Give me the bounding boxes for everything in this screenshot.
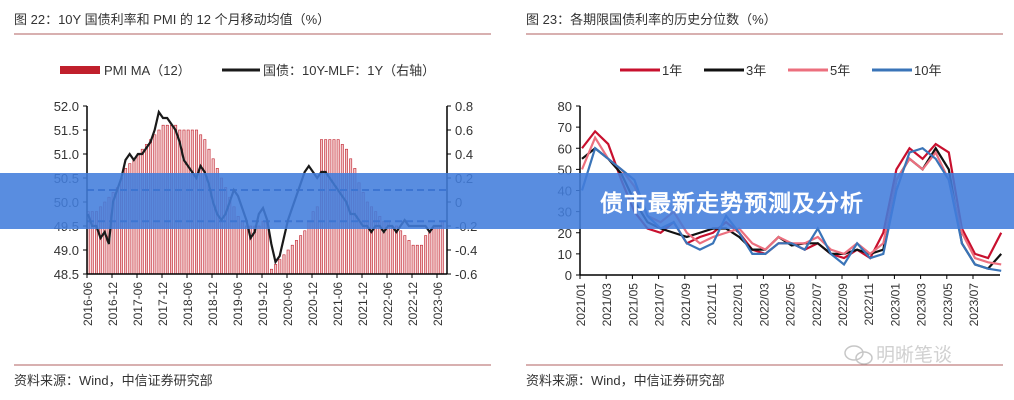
- pmi-bar: [386, 220, 390, 275]
- banner-title: 债市最新走势预测及分析: [600, 191, 864, 217]
- wechat-icon: [844, 345, 873, 365]
- y-tick-label: 80: [558, 99, 572, 114]
- left-chart-title: 图 22：10Y 国债利率和 PMI 的 12 个月移动均值（%）: [14, 12, 330, 27]
- right-chart-title: 图 23：各期限国债利率的历史分位数（%）: [526, 12, 777, 27]
- x-tick-label: 2022/11: [862, 283, 876, 326]
- x-tick-label: 2023/05: [941, 283, 955, 327]
- watermark-text: 明晰笔谈: [876, 344, 952, 366]
- pmi-bar: [286, 249, 290, 275]
- x-tick-label: 2022/09: [836, 283, 850, 327]
- x-tick-label: 2016-12: [106, 282, 120, 326]
- x-tick-label: 2019-06: [231, 282, 245, 326]
- pmi-bar: [307, 220, 311, 275]
- x-tick-label: 2020-12: [306, 282, 320, 326]
- legend-label-pmi: PMI MA（12）: [104, 63, 191, 78]
- right-chart-source: 资料来源：Wind，中信证券研究部: [526, 373, 725, 388]
- x-tick-label: 2019-12: [256, 282, 270, 326]
- y-tick-label: 48.5: [54, 267, 79, 282]
- pmi-bar: [432, 225, 436, 275]
- y-tick-label: 51.0: [54, 147, 79, 162]
- x-tick-label: 2018-06: [181, 282, 195, 326]
- x-tick-label: 2021/09: [679, 283, 693, 327]
- legend-label: 3年: [746, 63, 766, 78]
- pmi-bar: [436, 225, 440, 275]
- y2-tick-label: 0.4: [455, 147, 473, 162]
- title-banner: 债市最新走势预测及分析: [0, 173, 1014, 229]
- y-tick-label: 70: [558, 120, 572, 135]
- legend-label: 1年: [662, 63, 682, 78]
- x-tick-label: 2021/07: [653, 283, 667, 327]
- x-tick-label: 2021/05: [626, 283, 640, 327]
- pmi-bar: [407, 240, 411, 275]
- x-tick-label: 2021/03: [600, 283, 614, 327]
- x-tick-label: 2021-12: [356, 282, 370, 326]
- pmi-bar: [282, 254, 286, 275]
- x-tick-label: 2022-12: [406, 282, 420, 326]
- x-tick-label: 2017-12: [156, 282, 170, 326]
- pmi-bar: [403, 235, 407, 275]
- x-tick-label: 2023/03: [915, 283, 929, 327]
- pmi-bar: [278, 259, 282, 275]
- y-tick-label: 60: [558, 141, 572, 156]
- x-tick-label: 2021/01: [574, 283, 588, 327]
- left-chart-source: 资料来源：Wind，中信证券研究部: [14, 373, 213, 388]
- pmi-bar: [303, 230, 307, 275]
- pmi-bar: [257, 225, 261, 275]
- y-tick-label: 0: [565, 268, 572, 283]
- x-tick-label: 2021-06: [331, 282, 345, 326]
- pmi-bar: [428, 230, 432, 275]
- legend-label-spread: 国债：10Y-MLF：1Y（右轴）: [263, 63, 435, 78]
- x-tick-label: 2023/01: [888, 283, 902, 327]
- legend-swatch-pmi: [60, 66, 100, 74]
- x-tick-label: 2022/01: [731, 283, 745, 327]
- pmi-bar: [411, 244, 415, 275]
- y-tick-label: 51.5: [54, 123, 79, 138]
- watermark: 明晰笔谈: [844, 344, 952, 366]
- pmi-bar: [415, 244, 419, 275]
- y2-tick-label: 0.6: [455, 123, 473, 138]
- pmi-bar: [299, 235, 303, 275]
- pmi-bar: [240, 220, 244, 275]
- pmi-bar: [399, 230, 403, 275]
- x-tick-label: 2023-06: [431, 282, 445, 326]
- y2-tick-label: -0.6: [455, 267, 477, 282]
- pmi-bar: [424, 235, 428, 275]
- x-tick-label: 2022/07: [810, 283, 824, 327]
- pmi-bar: [290, 244, 294, 275]
- y-tick-label: 10: [558, 247, 572, 262]
- pmi-bar: [295, 240, 298, 275]
- pmi-bar: [440, 220, 444, 275]
- x-tick-label: 2021/11: [705, 283, 719, 326]
- x-tick-label: 2017-06: [131, 282, 145, 326]
- pmi-bar: [420, 244, 423, 275]
- x-tick-label: 2018-12: [206, 282, 220, 326]
- pmi-bar: [245, 225, 248, 275]
- x-tick-label: 2022/05: [784, 283, 798, 327]
- x-tick-label: 2016-06: [81, 282, 95, 326]
- y2-tick-label: -0.4: [455, 243, 477, 258]
- x-tick-label: 2020-06: [281, 282, 295, 326]
- pmi-bar: [261, 220, 265, 275]
- y2-tick-label: 0.8: [455, 99, 473, 114]
- pmi-bar: [390, 225, 394, 275]
- y-tick-label: 49.0: [54, 243, 79, 258]
- legend-label: 5年: [830, 63, 850, 78]
- pmi-bar: [274, 264, 278, 275]
- x-tick-label: 2023/07: [967, 283, 981, 327]
- x-tick-label: 2022/03: [757, 283, 771, 327]
- y-tick-label: 52.0: [54, 99, 79, 114]
- x-tick-label: 2022-06: [381, 282, 395, 326]
- y-tick-label: 20: [558, 226, 572, 241]
- legend-label: 10年: [914, 63, 941, 78]
